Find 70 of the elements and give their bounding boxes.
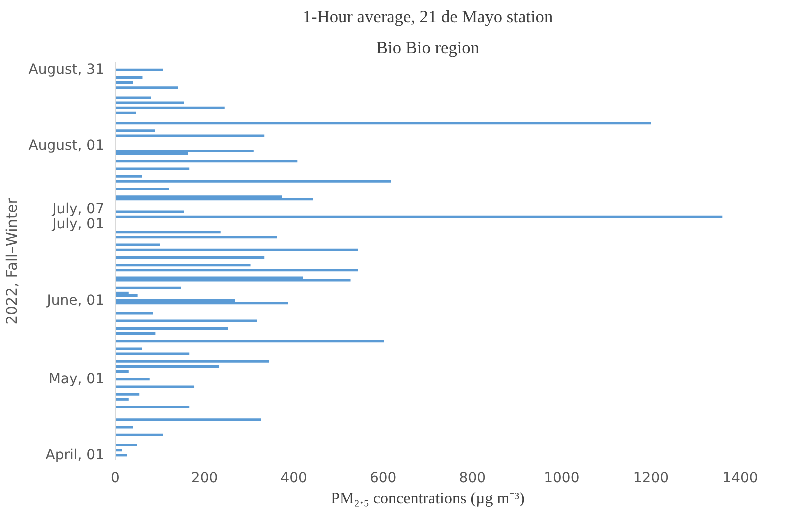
x-tick-label: 1200 — [633, 470, 670, 486]
y-tick-label: June, 01 — [46, 292, 104, 309]
y-axis-title: 2022, Fall–Winter — [4, 197, 21, 325]
bar — [116, 332, 156, 336]
bar — [116, 210, 184, 214]
bar — [116, 365, 220, 368]
bar — [116, 180, 392, 183]
bar — [116, 320, 258, 322]
bar — [116, 279, 351, 282]
bar — [116, 76, 143, 79]
bar — [116, 327, 228, 330]
y-tick-label: May, 01 — [48, 371, 105, 388]
bar — [116, 286, 182, 290]
bar — [116, 68, 164, 72]
x-tick-label: 600 — [370, 470, 397, 486]
x-tick-label: 0 — [111, 470, 120, 486]
y-tick-label: July, 01 — [52, 216, 105, 233]
bar — [116, 370, 129, 374]
bar — [116, 348, 142, 350]
bar — [116, 198, 314, 201]
bar — [116, 86, 178, 90]
bar — [116, 106, 225, 110]
y-tick-label: July, 07 — [52, 202, 105, 218]
bar — [116, 340, 384, 343]
x-tick-label: 1400 — [722, 470, 758, 486]
bar — [116, 188, 170, 191]
bar — [116, 160, 298, 163]
bar — [116, 418, 262, 422]
bar — [116, 82, 134, 84]
bar — [116, 256, 265, 259]
bar — [116, 248, 358, 252]
y-tick-label: August, 01 — [28, 138, 105, 154]
bar — [116, 236, 278, 239]
bar — [116, 168, 190, 170]
bar — [116, 352, 190, 356]
bar — [116, 312, 153, 315]
chart-subtitle: Bio Bio region — [376, 38, 480, 58]
bar — [116, 294, 138, 297]
bar — [116, 150, 254, 152]
bar — [116, 231, 221, 234]
bar — [116, 216, 723, 218]
bar — [116, 244, 160, 246]
bar — [116, 264, 251, 267]
bar — [116, 386, 195, 388]
bar — [116, 269, 358, 272]
bar — [116, 434, 164, 436]
bar — [116, 175, 142, 178]
x-tick-label: 800 — [459, 470, 486, 486]
bar — [116, 454, 128, 457]
bar — [116, 122, 652, 125]
bar — [116, 302, 288, 305]
bar — [116, 393, 140, 396]
x-tick-label: 1000 — [544, 470, 580, 486]
bar — [116, 96, 152, 100]
bar — [116, 398, 129, 401]
x-tick-label: 200 — [191, 470, 218, 486]
chart-title: 1-Hour average, 21 de Mayo station — [302, 8, 554, 26]
bar — [116, 112, 136, 114]
bar — [116, 130, 156, 132]
bar — [116, 134, 265, 138]
bar — [116, 426, 134, 429]
bar — [116, 406, 190, 409]
y-tick-label: April, 01 — [46, 447, 105, 464]
bar — [116, 102, 184, 104]
x-tick-label: 400 — [280, 470, 308, 486]
x-axis-title: PM₂.₅ concentrations (µg m⁻³) — [331, 490, 525, 508]
y-tick-label: August, 31 — [28, 62, 105, 78]
bar — [116, 444, 138, 447]
bar — [116, 378, 150, 381]
bar — [116, 360, 270, 363]
